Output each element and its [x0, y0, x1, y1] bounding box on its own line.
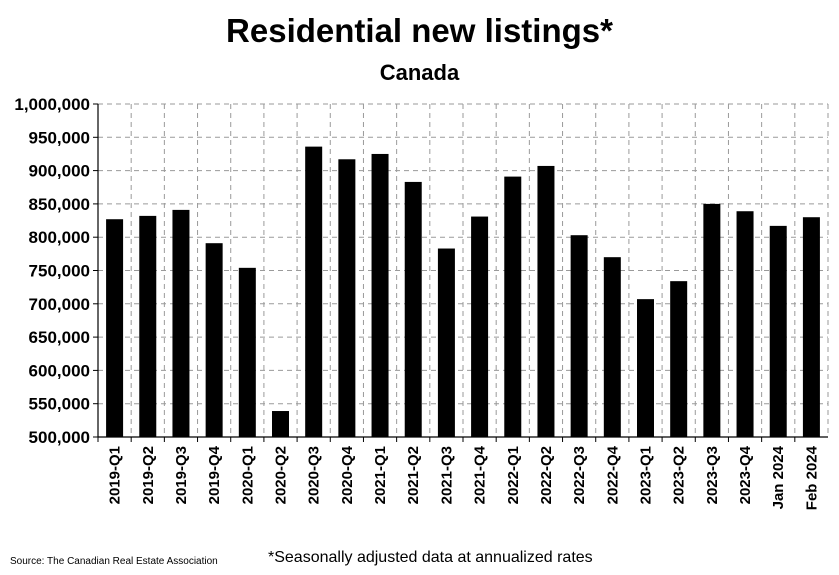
bar: [172, 209, 190, 437]
x-tick-label: 2019-Q1: [107, 446, 124, 504]
bar: [272, 411, 289, 437]
x-tick-labels: 2019-Q1 2019-Q2 2019-Q3 2019-Q4 2020-Q1 2020-…: [107, 445, 821, 510]
source-note: Source: The Canadian Real Estate Associa…: [10, 556, 218, 567]
bar: [338, 159, 356, 437]
chart-title: Residential new listings*: [226, 12, 613, 49]
x-tick-label: 2022-Q1: [505, 446, 522, 504]
bar: [736, 211, 754, 437]
bar: [769, 225, 787, 437]
y-tick-label: 1,000,000: [14, 95, 90, 114]
bar: [802, 217, 820, 437]
bar: [238, 267, 256, 437]
y-tick-label: 600,000: [29, 361, 90, 380]
footnote: *Seasonally adjusted data at annualized …: [268, 549, 593, 566]
y-tick-label: 500,000: [29, 428, 90, 447]
y-tick-label: 650,000: [29, 328, 90, 347]
x-tick-label: 2020-Q2: [273, 446, 290, 504]
bar: [603, 257, 621, 437]
y-tick-label: 550,000: [29, 395, 90, 414]
x-tick-label: 2020-Q3: [306, 446, 323, 504]
x-tick-label: 2020-Q4: [339, 445, 356, 504]
x-tick-label: 2021-Q3: [438, 446, 455, 504]
bar: [205, 243, 223, 437]
x-tick-label: 2020-Q1: [239, 446, 256, 504]
bar: [106, 219, 124, 437]
x-tick-label: 2022-Q4: [604, 445, 621, 504]
x-tick-label: 2023-Q3: [704, 446, 721, 504]
grid-lines: [98, 103, 829, 437]
x-tick-label: 2021-Q4: [472, 445, 489, 504]
bar: [305, 146, 323, 437]
y-tick-label: 750,000: [29, 262, 90, 281]
x-tick-label: 2021-Q1: [372, 446, 389, 504]
y-tick-label: 850,000: [29, 195, 90, 214]
bar: [670, 281, 688, 437]
x-tick-label: 2023-Q4: [737, 445, 754, 504]
y-tick-label: 950,000: [29, 128, 90, 147]
x-tick-label: 2021-Q2: [405, 446, 422, 504]
x-tick-label: Jan 2024: [770, 445, 787, 509]
bar: [139, 215, 157, 437]
x-tick-label: 2019-Q3: [173, 446, 190, 504]
y-tick-label: 800,000: [29, 228, 90, 247]
y-tick-labels: 500,000 550,000 600,000 650,000 700,000 750,0…: [14, 95, 90, 447]
x-tick-label: 2023-Q2: [671, 446, 688, 504]
y-tick-label: 700,000: [29, 295, 90, 314]
chart-subtitle: Canada: [379, 60, 460, 85]
bar: [703, 203, 721, 437]
bar: [504, 176, 522, 437]
bar: [471, 216, 489, 437]
x-tick-label: 2019-Q2: [140, 446, 157, 504]
x-tick-label: 2022-Q2: [538, 446, 555, 504]
bar: [570, 235, 588, 437]
axes: [93, 103, 828, 442]
bar: [437, 248, 455, 437]
y-tick-label: 900,000: [29, 162, 90, 181]
bar: [371, 153, 389, 437]
bar: [404, 181, 422, 437]
bars: [106, 146, 820, 438]
x-tick-label: Feb 2024: [803, 445, 820, 510]
bar: [537, 165, 555, 438]
x-tick-label: 2019-Q4: [206, 445, 223, 504]
x-tick-label: 2023-Q1: [638, 446, 655, 504]
bar: [637, 299, 654, 437]
x-tick-label: 2022-Q3: [571, 446, 588, 504]
